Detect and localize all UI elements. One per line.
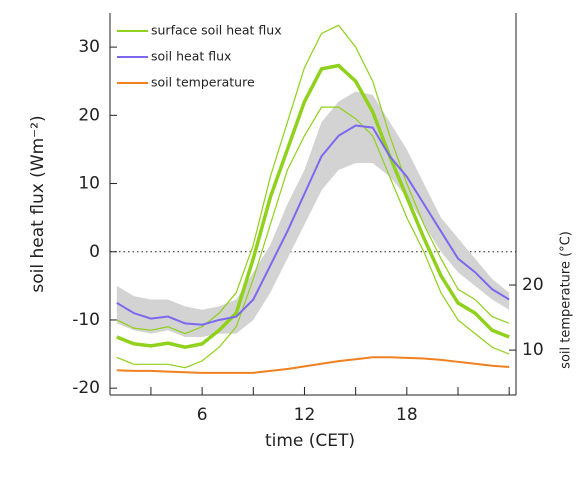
band-line	[116, 106, 510, 369]
band-line	[116, 24, 510, 335]
y-tick-label: -10	[72, 310, 100, 330]
x-axis-label: time (CET)	[265, 431, 355, 451]
y-tick-label: 0	[89, 242, 100, 262]
x-tick-label: 12	[294, 405, 316, 425]
x-tick-label: 18	[396, 405, 418, 425]
legend-label: surface soil heat flux	[151, 23, 282, 38]
series-line	[116, 63, 510, 350]
y2-tick-label: 10	[522, 340, 544, 360]
y-tick-label: 30	[78, 37, 100, 57]
y-tick-label: 20	[78, 105, 100, 125]
x-tick-label: 6	[197, 405, 208, 425]
y-tick-label: -20	[72, 378, 100, 398]
y-tick-label: 10	[78, 174, 100, 194]
series-line	[116, 124, 510, 326]
legend-label: soil temperature	[151, 75, 255, 90]
band	[116, 91, 510, 338]
y2-tick-label: 20	[522, 275, 544, 295]
y-axis-label: soil heat flux (Wm⁻²)	[28, 115, 48, 292]
y2-axis-label: soil temperature (°C)	[559, 231, 574, 369]
legend-label: soil heat flux	[151, 49, 231, 64]
series-line	[116, 356, 510, 374]
